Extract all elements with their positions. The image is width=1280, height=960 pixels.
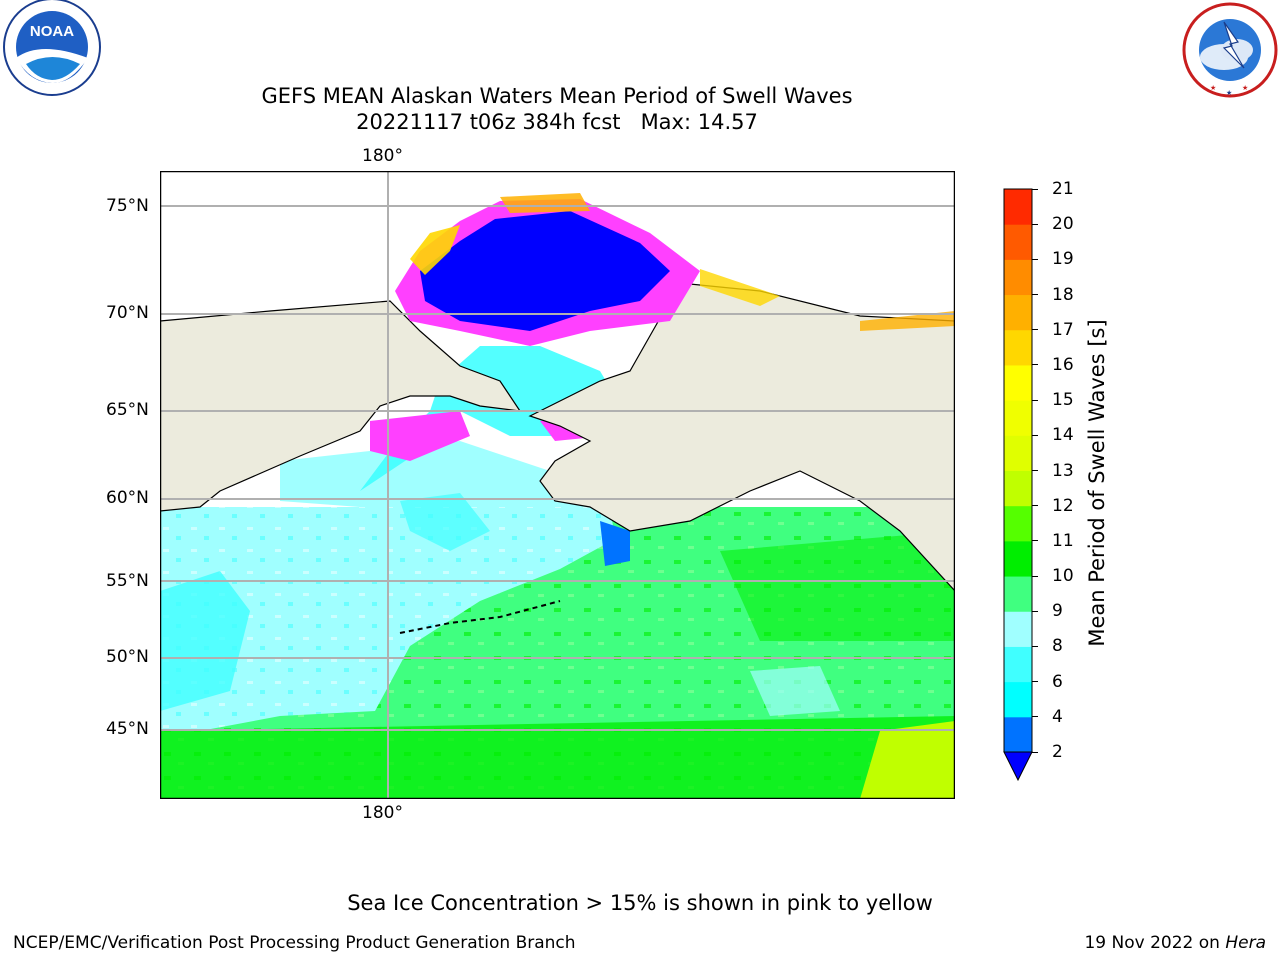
colorbar-tick-mark (1032, 434, 1038, 436)
colorbar-tick-label: 14 (1052, 425, 1074, 446)
chart-title: GEFS MEAN Alaskan Waters Mean Period of … (261, 84, 853, 108)
noaa-logo: NOAA (3, 0, 101, 96)
lat-label-45: 45°N (106, 719, 149, 739)
lat-label-70: 70°N (106, 303, 149, 323)
colorbar-segment (1004, 400, 1032, 436)
colorbar-tick-mark (1032, 505, 1038, 507)
colorbar-segment (1004, 294, 1032, 331)
colorbar-segment (1004, 611, 1032, 647)
colorbar-tick-label: 8 (1052, 636, 1063, 657)
colorbar-segment (1004, 224, 1032, 260)
colorbar-extend-arrow (1003, 751, 1033, 782)
colorbar-tick-label: 20 (1052, 214, 1074, 235)
colorbar-segment (1004, 470, 1032, 507)
host-text: Hera (1225, 933, 1266, 953)
colorbar-segment (1004, 681, 1032, 718)
colorbar-segment (1004, 505, 1032, 542)
colorbar-tick-label: 11 (1052, 530, 1074, 551)
lat-label-75: 75°N (106, 196, 149, 216)
colorbar-tick-label: 15 (1052, 390, 1074, 411)
colorbar-tick-mark (1032, 399, 1038, 401)
colorbar-tick-mark (1032, 751, 1038, 753)
colorbar-tick-label: 2 (1052, 742, 1063, 762)
colorbar-tick-mark (1032, 188, 1038, 190)
colorbar-tick-label: 6 (1052, 671, 1063, 692)
colorbar-tick-label: 10 (1052, 566, 1074, 587)
colorbar-tick-label: 19 (1052, 249, 1074, 270)
svg-text:★: ★ (1226, 89, 1232, 97)
colorbar-tick-label: 9 (1052, 601, 1063, 622)
colorbar-tick-label: 13 (1052, 460, 1074, 481)
colorbar-tick-mark (1032, 681, 1038, 683)
colorbar-tick-mark (1032, 575, 1038, 577)
colorbar-label: Mean Period of Swell Waves [s] (1085, 319, 1109, 647)
map-gridlines (160, 171, 955, 799)
colorbar-segment (1004, 435, 1032, 471)
colorbar-tick-mark (1032, 329, 1038, 331)
colorbar-tick-mark (1032, 716, 1038, 718)
chart-subtitle: 20221117 t06z 384h fcst Max: 14.57 (356, 110, 758, 134)
colorbar-tick-label: 4 (1052, 706, 1063, 727)
colorbar-segment (1004, 189, 1032, 225)
colorbar-tick-mark (1032, 540, 1038, 542)
lon-label-top: 180° (362, 146, 403, 166)
svg-text:★: ★ (1242, 84, 1248, 92)
colorbar-tick-label: 12 (1052, 495, 1074, 516)
nws-logo: ★ ★ ★ (1182, 2, 1278, 98)
date-stamp: 19 Nov 2022 on Hera (1084, 932, 1266, 954)
credit-text: NCEP/EMC/Verification Post Processing Pr… (13, 933, 576, 953)
colorbar-tick-label: 17 (1052, 319, 1074, 340)
colorbar-segment (1004, 540, 1032, 577)
lon-label-bottom: 180° (362, 803, 403, 823)
ice-edge-bering (370, 411, 470, 461)
colorbar-segment (1004, 646, 1032, 683)
colorbar-tick-mark (1032, 645, 1038, 647)
colorbar-tick-label: 18 (1052, 284, 1074, 305)
colorbar-tick-label: 21 (1052, 179, 1074, 199)
svg-text:★: ★ (1210, 84, 1216, 92)
colorbar-tick-mark (1032, 364, 1038, 366)
aleutian-islands (399, 600, 561, 634)
colorbar-tick-label: 16 (1052, 354, 1074, 375)
lat-label-65: 65°N (106, 400, 149, 420)
date-text: 19 Nov 2022 on (1084, 933, 1220, 953)
colorbar-tick-mark (1032, 223, 1038, 225)
colorbar-segment (1004, 259, 1032, 296)
colorbar-segment (1004, 576, 1032, 612)
colorbar-tick-mark (1032, 610, 1038, 612)
colorbar-tick-mark (1032, 470, 1038, 471)
sea-ice-note: Sea Ice Concentration > 15% is shown in … (347, 891, 933, 915)
colorbar-segment (1004, 329, 1032, 366)
arctic-sea-ice (420, 211, 670, 331)
lat-label-60: 60°N (106, 488, 149, 508)
colorbar-segment (1004, 716, 1032, 753)
noaa-logo-text: NOAA (30, 23, 74, 40)
colorbar-segment (1004, 364, 1032, 401)
lat-label-55: 55°N (106, 571, 149, 591)
colorbar (1003, 188, 1033, 782)
lat-label-50: 50°N (106, 647, 149, 667)
colorbar-tick-mark (1032, 258, 1038, 260)
alaska-land (528, 282, 955, 592)
colorbar-tick-mark (1032, 294, 1038, 296)
swell-period-map (160, 171, 955, 799)
